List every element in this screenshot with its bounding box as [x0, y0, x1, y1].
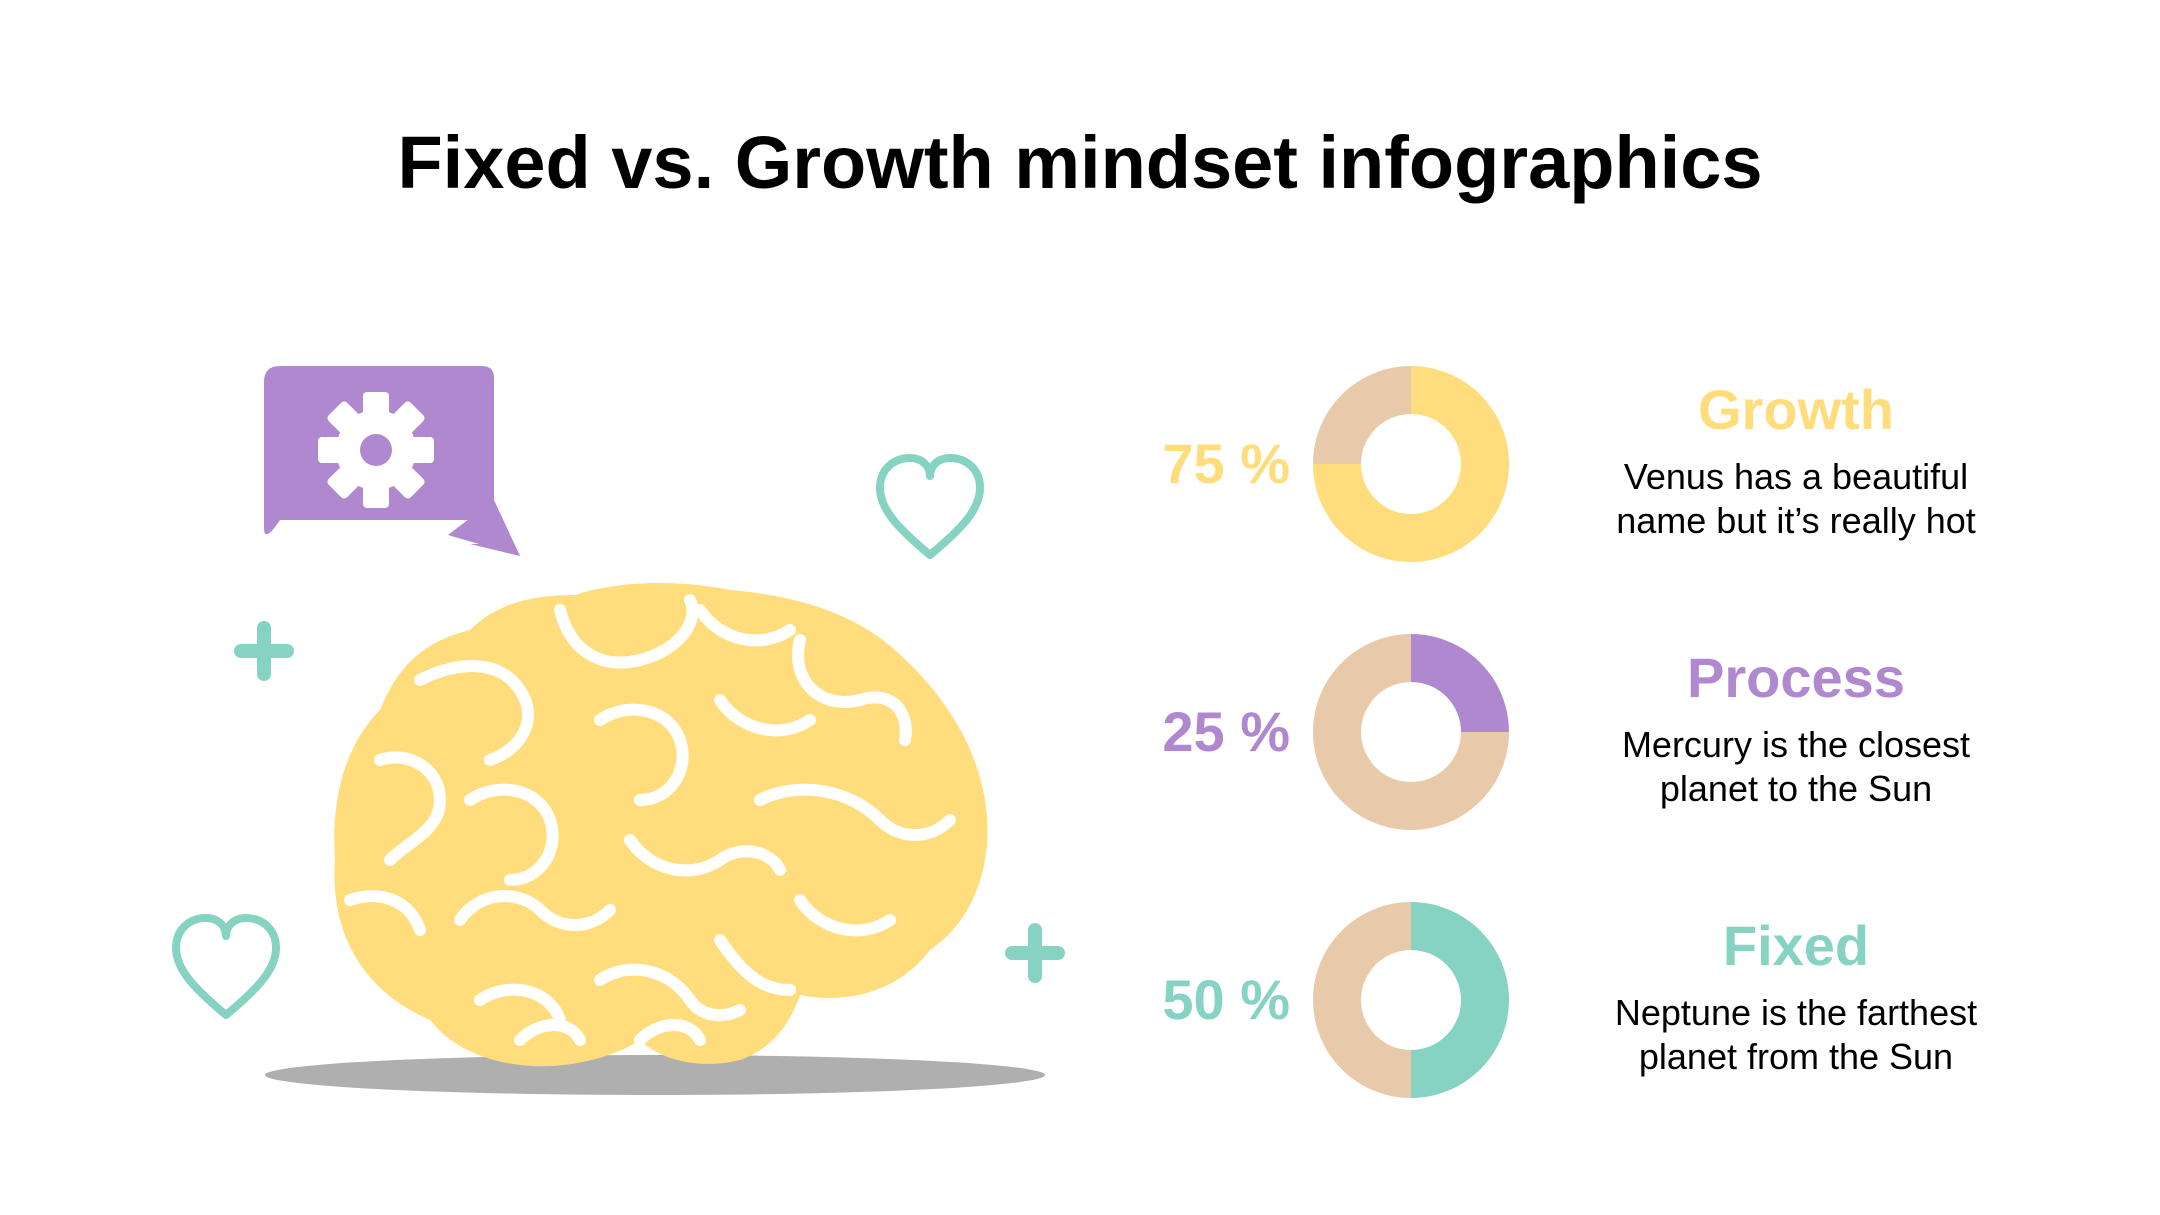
heart-icon: [876, 454, 984, 559]
description-growth-line1: Venus has a beautiful: [1623, 456, 1969, 497]
description-growth-line2: name but it’s really hot: [1616, 500, 1976, 541]
gear-icon: [318, 392, 434, 508]
description-fixed-line1: Neptune is the farthest: [1614, 992, 1978, 1033]
percentage-label: 75 %: [1162, 432, 1290, 495]
donut-value-slice: [1313, 366, 1509, 562]
page-title: Fixed vs. Growth mindset infographics: [397, 121, 1763, 204]
brain-shadow: [265, 1055, 1045, 1095]
donut-remainder-slice: [1313, 366, 1411, 464]
percentage-label: 50 %: [1162, 968, 1290, 1031]
donut-chart-process: [1313, 634, 1509, 830]
description-process-line1: Mercury is the closest: [1621, 724, 1971, 765]
donut-remainder-slice: [1313, 902, 1411, 1098]
description-process-line2: planet to the Sun: [1659, 768, 1933, 809]
donut-value-slice: [1411, 634, 1509, 732]
brain-icon: [334, 583, 988, 1067]
heading-growth: Growth: [1698, 378, 1894, 441]
donut-remainder-slice: [1313, 634, 1509, 830]
heading-fixed: Fixed: [1722, 914, 1870, 977]
description-fixed-line2: planet from the Sun: [1638, 1036, 1954, 1077]
plus-icon: [1005, 923, 1065, 983]
donut-chart-fixed: [1313, 902, 1509, 1098]
donut-chart-growth: [1313, 366, 1509, 562]
plus-icon: [234, 621, 294, 681]
percentage-label: 25 %: [1162, 700, 1290, 763]
heart-icon: [172, 914, 280, 1019]
donut-value-slice: [1411, 902, 1509, 1098]
heading-process: Process: [1687, 646, 1905, 709]
